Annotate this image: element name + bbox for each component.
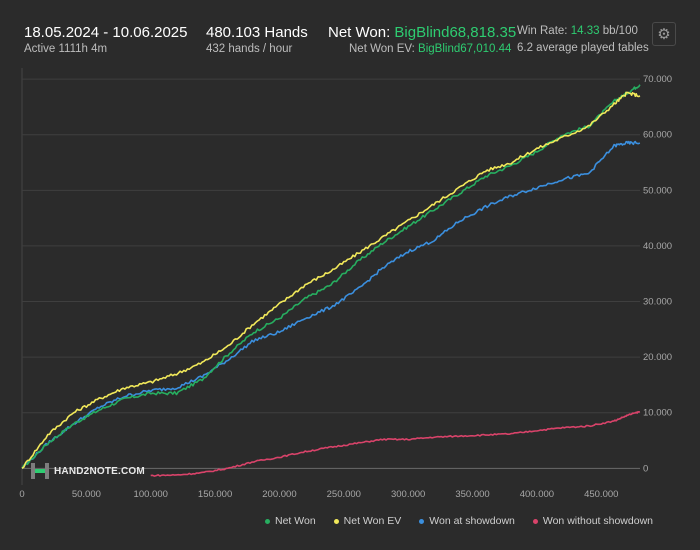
- win-rate: Win Rate: 14.33 bb/100: [517, 25, 638, 37]
- date-range: 18.05.2024 - 10.06.2025: [24, 24, 188, 41]
- y-tick-label: 70.000: [643, 74, 672, 85]
- chart-series: [21, 84, 641, 477]
- x-tick-label: 250.000: [327, 489, 361, 500]
- x-axis-ticks: 0 50.000 100.000 150.000 200.000 250.000 300.0…: [19, 489, 618, 500]
- x-tick-label: 300.000: [391, 489, 425, 500]
- win-rate-value: 14.33: [570, 25, 600, 37]
- legend-item[interactable]: Net Won EV: [333, 515, 402, 527]
- chart-grid: [21, 68, 640, 485]
- legend-label: Net Won EV: [343, 515, 402, 527]
- net-won-ev: Net Won EV: BigBlind67,010.44: [349, 43, 511, 55]
- legend-item[interactable]: Net Won: [265, 515, 316, 527]
- y-axis-ticks: 0 10.000 20.000 30.000 40.000 50.000 60.000 70.…: [643, 74, 672, 474]
- hand2note-logo-text: HAND2NOTE.COM: [54, 465, 145, 477]
- y-tick-label: 60.000: [643, 130, 672, 141]
- y-tick-label: 10.000: [643, 408, 672, 419]
- series-line-net-won: [21, 84, 641, 469]
- x-tick-label: 400.000: [520, 489, 554, 500]
- legend-label: Net Won: [275, 515, 316, 527]
- y-tick-label: 0: [643, 463, 648, 474]
- hands-count: 480.103 Hands: [206, 24, 308, 41]
- legend-dot-icon: [265, 518, 270, 524]
- net-won-label: Net Won:: [328, 24, 391, 41]
- hands-per-hour: 432 hands / hour: [206, 43, 293, 55]
- x-tick-label: 350.000: [455, 489, 489, 500]
- legend-item[interactable]: Won at showdown: [419, 515, 515, 527]
- win-rate-unit: bb/100: [602, 25, 638, 37]
- series-line-net-won-ev: [21, 91, 641, 469]
- net-won: Net Won: BigBlind68,818.35: [328, 24, 516, 41]
- active-time: Active 1111h 4m: [24, 43, 108, 55]
- average-tables: 6.2 average played tables: [517, 42, 649, 54]
- legend-dot-icon: [419, 518, 425, 524]
- x-tick-label: 450.000: [584, 489, 618, 500]
- x-tick-label: 200.000: [262, 489, 296, 500]
- legend-label: Won without showdown: [542, 515, 653, 527]
- chart-legend: Net Won Net Won EV Won at showdown Won with…: [265, 515, 653, 527]
- series-line-won-at-showdown: [21, 140, 641, 469]
- y-tick-label: 50.000: [643, 185, 672, 196]
- y-tick-label: 40.000: [643, 241, 672, 252]
- x-tick-label: 100.000: [134, 489, 168, 500]
- hand2note-logo-icon: [31, 463, 49, 479]
- x-tick-label: 50.000: [72, 489, 101, 500]
- net-won-value: BigBlind68,818.35: [394, 24, 517, 41]
- hand2note-logo: HAND2NOTE.COM: [30, 462, 145, 480]
- win-rate-label: Win Rate:: [517, 25, 568, 37]
- legend-item[interactable]: Won without showdown: [532, 515, 653, 527]
- series-line-won-without-showdown: [150, 410, 641, 477]
- gear-icon[interactable]: ⚙: [652, 22, 676, 46]
- net-won-ev-label: Net Won EV:: [349, 43, 415, 55]
- net-won-ev-value: BigBlind67,010.44: [418, 43, 512, 55]
- x-tick-label: 150.000: [198, 489, 232, 500]
- y-tick-label: 30.000: [643, 297, 672, 308]
- legend-label: Won at showdown: [429, 515, 515, 527]
- x-tick-label: 0: [19, 489, 24, 500]
- y-tick-label: 20.000: [643, 352, 672, 363]
- legend-dot-icon: [333, 518, 339, 524]
- legend-dot-icon: [532, 518, 538, 524]
